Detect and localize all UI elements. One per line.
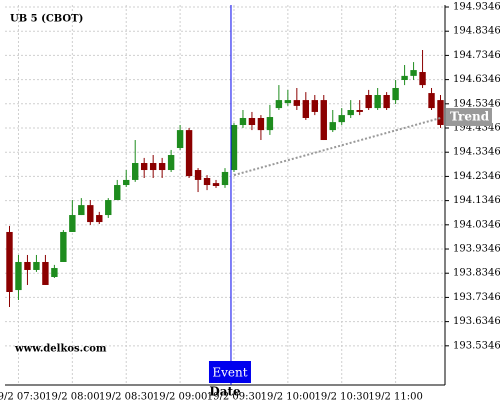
x-tick-label: 19/2 11:00 <box>368 392 422 400</box>
y-tick-label: 193.8346 <box>453 268 500 279</box>
candle-body <box>167 155 175 171</box>
x-tick-label: 19/2 07:30 <box>0 392 46 400</box>
candle-body <box>87 205 94 223</box>
y-tick-label: 193.7346 <box>453 292 500 303</box>
y-tick-label: 193.5346 <box>453 340 500 351</box>
candle-body <box>365 95 372 109</box>
candle-body <box>24 261 31 270</box>
x-tick-label: 19/2 10:30 <box>315 392 369 400</box>
candle-body <box>96 215 103 223</box>
x-tick-label: 19/2 08:30 <box>99 392 153 400</box>
candle-body <box>51 268 58 277</box>
candle-body <box>15 261 22 291</box>
candle-body <box>284 100 292 103</box>
candle-body <box>338 115 345 123</box>
candle-body <box>374 95 381 109</box>
candle-body <box>437 100 444 126</box>
candle-body <box>320 100 327 141</box>
candle-body <box>248 117 256 126</box>
trend-label: Trend <box>450 109 490 123</box>
candle-body <box>239 117 247 126</box>
chart-title: UB 5 (CBOT) <box>10 14 83 25</box>
candle-body <box>212 183 220 186</box>
candle-body <box>275 100 283 109</box>
y-tick-label: 194.0346 <box>453 219 500 230</box>
y-tick-label: 194.6346 <box>453 74 500 85</box>
candle-body <box>401 75 408 80</box>
candle-body <box>176 130 184 149</box>
event-label-box <box>208 361 251 383</box>
y-tick-label: 194.9346 <box>453 2 500 13</box>
event-label: Event <box>212 366 247 380</box>
candle-body <box>347 110 354 116</box>
y-tick-label: 194.8346 <box>453 26 500 37</box>
candle-body <box>132 163 139 180</box>
candle-body <box>105 200 112 216</box>
candle-body <box>60 231 67 262</box>
candle-body <box>140 163 148 171</box>
candle-body <box>329 122 336 131</box>
candle-body <box>33 261 40 270</box>
candle-body <box>356 110 363 112</box>
y-tick-label: 193.6346 <box>453 316 500 327</box>
candle-body <box>6 231 13 292</box>
y-tick-label: 194.7346 <box>453 50 500 61</box>
y-tick-label: 194.3346 <box>453 147 500 158</box>
candle-body <box>78 205 85 216</box>
candle-body <box>185 130 193 177</box>
candle-body <box>302 100 310 118</box>
candle-body <box>257 117 265 131</box>
x-tick-label: 19/2 09:30 <box>207 392 261 400</box>
candle-body <box>149 163 157 171</box>
candle-body <box>42 261 49 285</box>
x-tick-label: 19/2 08:00 <box>45 392 99 400</box>
candle-body <box>419 72 426 86</box>
candle-body <box>266 117 274 131</box>
y-tick-label: 194.5346 <box>453 98 500 109</box>
x-tick-label: 19/2 10:00 <box>261 392 315 400</box>
candle-body <box>428 93 435 109</box>
candle-body <box>123 179 130 186</box>
candle-body <box>311 100 318 112</box>
y-tick-label: 194.4346 <box>453 123 500 134</box>
candle-body <box>114 185 121 201</box>
y-tick-label: 194.1346 <box>453 195 500 206</box>
watermark: www.delkos.com <box>14 344 107 355</box>
y-tick-label: 193.9346 <box>453 244 500 255</box>
candle-body <box>194 170 202 180</box>
x-axis-title: Date <box>209 385 241 399</box>
x-tick-label: 19/2 09:00 <box>153 392 207 400</box>
trend-label-box <box>446 107 492 126</box>
y-tick-label: 194.2346 <box>453 171 500 182</box>
candle-body <box>230 125 238 171</box>
candle-body <box>158 163 166 171</box>
candle-body <box>69 215 76 232</box>
candle-body <box>221 171 229 186</box>
candle-body <box>392 87 399 101</box>
candle-body <box>410 70 417 76</box>
candle-body <box>203 178 211 186</box>
candle-body <box>383 95 390 109</box>
candle-body <box>293 100 301 106</box>
